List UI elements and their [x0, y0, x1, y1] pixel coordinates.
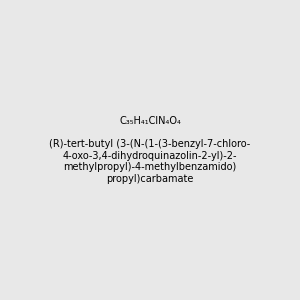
Text: C₃₅H₄₁ClN₄O₄

(R)-tert-butyl (3-(N-(1-(3-benzyl-7-chloro-
4-oxo-3,4-dihydroquina: C₃₅H₄₁ClN₄O₄ (R)-tert-butyl (3-(N-(1-(3-…	[50, 116, 250, 184]
